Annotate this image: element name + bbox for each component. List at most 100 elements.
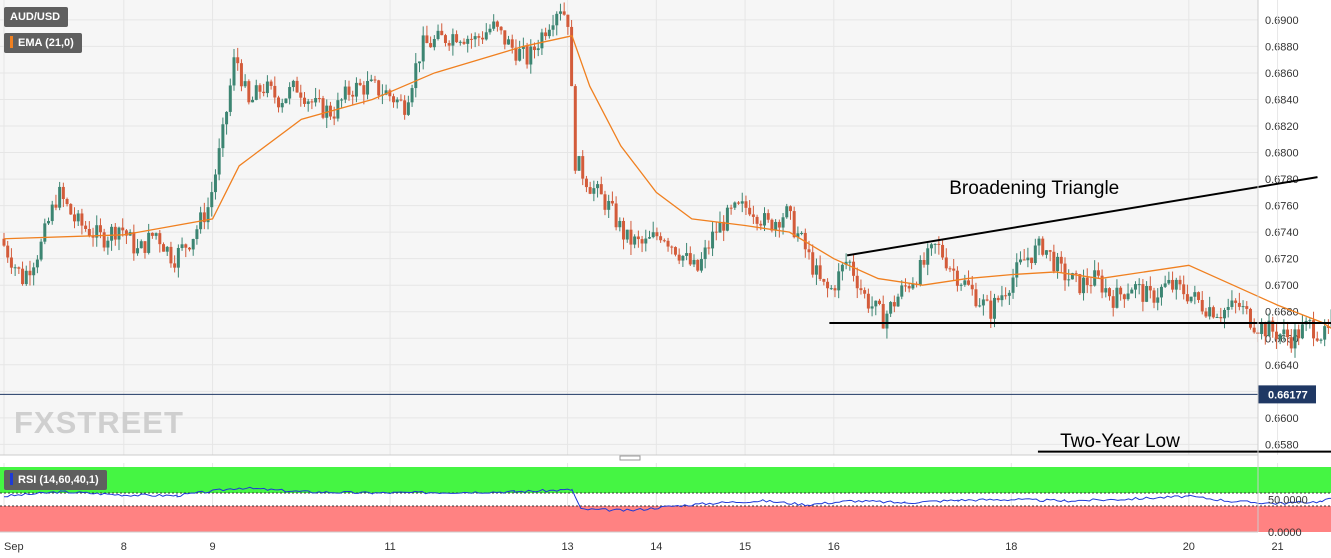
- candle-body: [47, 221, 51, 224]
- candle-body: [807, 249, 811, 253]
- candle-body: [91, 235, 95, 238]
- candle-body: [84, 225, 88, 229]
- candle-body: [165, 246, 169, 252]
- candle-body: [1100, 275, 1104, 293]
- candle-body: [477, 36, 481, 38]
- candle-body: [1163, 283, 1167, 287]
- symbol-tag: AUD/USD: [4, 7, 69, 27]
- candle-body: [1044, 250, 1048, 255]
- candle-body: [774, 221, 778, 231]
- candle-body: [1159, 286, 1163, 298]
- triangle-upper-trendline: [846, 176, 1318, 257]
- candle-body: [1178, 279, 1182, 285]
- time-tick-label: 15: [739, 541, 751, 553]
- candle-body: [1215, 317, 1219, 319]
- candle-body: [1048, 250, 1052, 252]
- candle-body: [1030, 257, 1034, 264]
- candle-body: [495, 21, 499, 27]
- candle-body: [1171, 279, 1175, 290]
- candle-body: [959, 284, 963, 286]
- candle-body: [900, 285, 904, 297]
- candle-body: [796, 233, 800, 238]
- candle-body: [321, 98, 325, 118]
- candle-body: [1241, 306, 1245, 308]
- candle-body: [755, 216, 759, 224]
- candle-body: [581, 156, 585, 179]
- candle-body: [243, 81, 247, 87]
- candle-body: [1185, 294, 1189, 302]
- candle-body: [1267, 320, 1271, 337]
- ema-tag-label: EMA (21,0): [18, 37, 74, 49]
- candle-body: [1312, 320, 1316, 339]
- candle-body: [1104, 288, 1108, 293]
- candle-body: [751, 214, 755, 217]
- candle-body: [50, 204, 54, 222]
- candle-body: [1193, 292, 1197, 297]
- candle-body: [403, 100, 407, 115]
- candle-body: [692, 259, 696, 265]
- candle-body: [944, 257, 948, 269]
- candle-body: [718, 221, 722, 233]
- candle-body: [570, 26, 574, 87]
- candle-body: [766, 213, 770, 220]
- price-tick-label: 0.6780: [1265, 174, 1299, 186]
- candle-body: [1223, 309, 1227, 319]
- candle-body: [558, 11, 562, 14]
- candle-body: [507, 39, 511, 45]
- candle-body: [599, 184, 603, 195]
- candle-body: [685, 253, 689, 256]
- candle-body: [1286, 329, 1290, 338]
- candle-body: [941, 244, 945, 258]
- candle-body: [469, 38, 473, 40]
- rsi-swatch: [10, 473, 13, 485]
- candle-body: [729, 207, 733, 209]
- candle-body: [358, 82, 362, 86]
- candle-body: [1133, 284, 1137, 290]
- candle-body: [610, 200, 614, 204]
- candle-body: [1026, 257, 1030, 261]
- pane-splitter-handle: [619, 455, 641, 461]
- candle-body: [933, 243, 937, 245]
- candle-body: [699, 259, 703, 271]
- rsi-tick-label: 50.0000: [1268, 495, 1308, 507]
- candle-body: [848, 261, 852, 263]
- candle-body: [503, 30, 507, 45]
- two-year-low-label: Two-Year Low: [1060, 431, 1180, 452]
- candle-body: [343, 86, 347, 100]
- candle-body: [17, 267, 21, 269]
- candle-body: [366, 80, 370, 95]
- candle-body: [258, 85, 262, 92]
- candle-body: [373, 79, 377, 81]
- candle-body: [80, 213, 84, 226]
- candle-body: [299, 92, 303, 98]
- candle-body: [607, 200, 611, 210]
- candle-body: [392, 96, 396, 103]
- candle-body: [288, 87, 292, 99]
- candle-body: [759, 223, 763, 226]
- candle-body: [1289, 337, 1293, 349]
- time-tick-label: 21: [1271, 541, 1283, 553]
- candle-body: [239, 63, 243, 87]
- candle-body: [58, 186, 62, 208]
- candle-body: [833, 288, 837, 291]
- candle-body: [451, 34, 455, 46]
- candle-body: [429, 43, 433, 48]
- candle-body: [1056, 256, 1060, 272]
- candle-body: [1119, 287, 1123, 295]
- candle-body: [306, 101, 310, 104]
- candle-body: [510, 39, 514, 48]
- candle-body: [221, 124, 225, 149]
- time-tick-label: 18: [1005, 541, 1017, 553]
- candle-body: [150, 232, 154, 236]
- candle-body: [707, 247, 711, 249]
- candle-body: [577, 156, 581, 171]
- candle-body: [655, 232, 659, 237]
- candle-body: [1022, 259, 1026, 261]
- candle-body: [458, 41, 462, 43]
- candle-body: [484, 32, 488, 40]
- candle-body: [985, 299, 989, 301]
- candle-body: [1234, 300, 1238, 303]
- candle-body: [425, 35, 429, 44]
- price-tick-label: 0.6760: [1265, 201, 1299, 213]
- candle-body: [1011, 277, 1015, 293]
